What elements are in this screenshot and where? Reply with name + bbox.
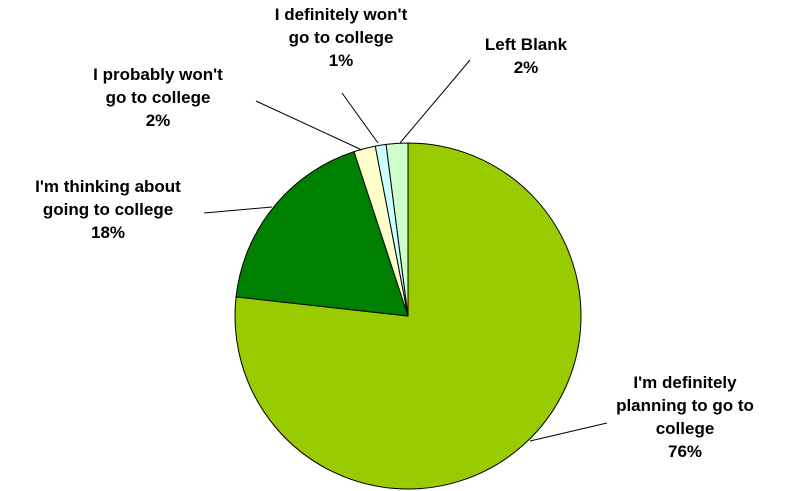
slice-label-line: I probably won't [93, 65, 223, 84]
slice-percent: 76% [668, 442, 702, 461]
slice-labels: I'm definitely planning to go to college 76… [35, 5, 754, 461]
slice-label-5: Left Blank 2% [485, 35, 568, 77]
slice-label-line: I definitely won't [275, 5, 408, 24]
leader-line-3 [255, 100, 363, 151]
slice-label-line: planning to go to [616, 396, 754, 415]
slice-label-4: I definitely won't go to college 1% [275, 5, 408, 70]
slice-label-line: college [656, 419, 715, 438]
slice-label-line: I'm definitely [633, 373, 737, 392]
slice-percent: 2% [146, 111, 171, 130]
slice-label-line: go to college [106, 88, 211, 107]
leader-line-2 [203, 206, 273, 214]
leader-lines [203, 59, 608, 442]
pie-slices [234, 142, 582, 490]
slice-label-line: I'm thinking about [35, 177, 181, 196]
slice-label-3: I probably won't go to college 2% [93, 65, 223, 130]
slice-label-1: I'm definitely planning to go to college 76… [616, 373, 754, 461]
leader-line-4 [341, 92, 379, 144]
slice-label-2: I'm thinking about going to college 18% [35, 177, 181, 242]
leader-line-1 [529, 422, 608, 442]
slice-label-line: go to college [289, 28, 394, 47]
pie-slice-2 [235, 151, 409, 317]
pie-slice-5 [385, 142, 409, 317]
slice-label-line: going to college [43, 200, 173, 219]
slice-percent: 1% [329, 51, 354, 70]
slice-percent: 18% [91, 223, 125, 242]
slice-percent: 2% [514, 58, 539, 77]
slice-label-line: Left Blank [485, 35, 568, 54]
leader-line-5 [399, 59, 471, 144]
